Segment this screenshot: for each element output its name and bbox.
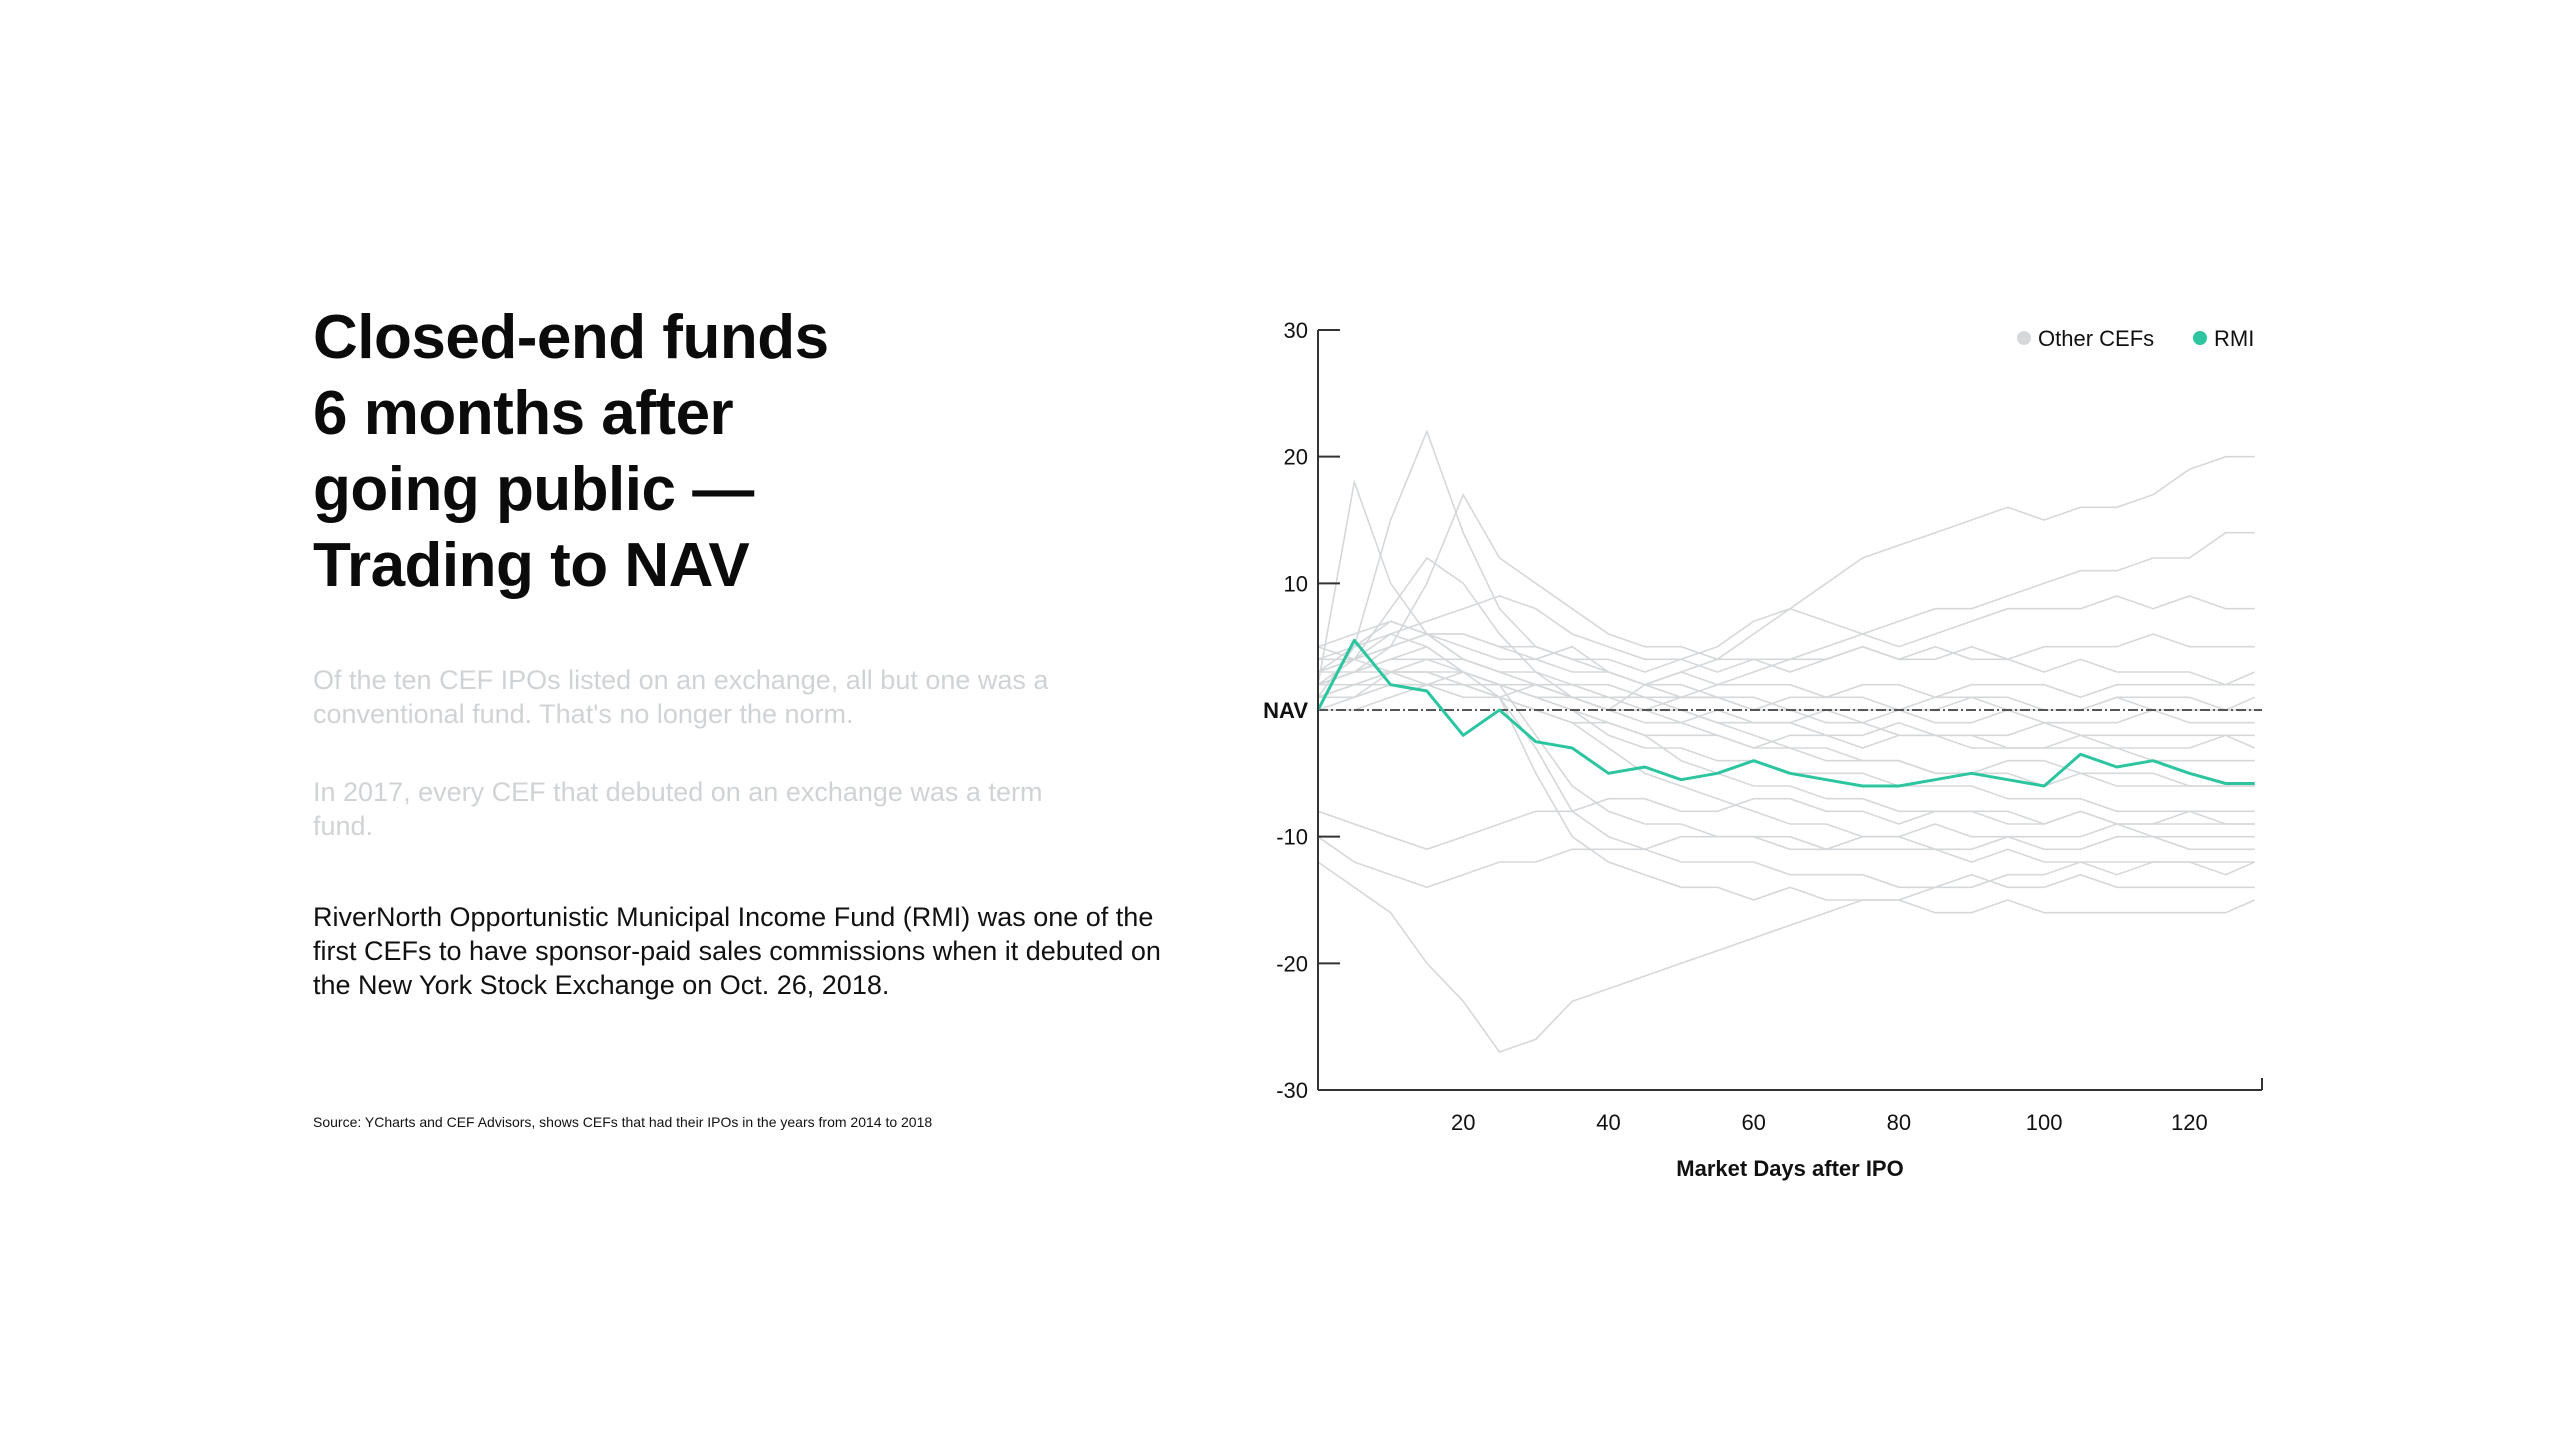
text-panel: Closed-end funds 6 months after going pu… [313,300,1173,1130]
x-axis: 20 40 60 80 100 120 [1318,1078,2263,1135]
x-tick-label: 60 [1741,1110,1765,1135]
y-axis: 30 20 10 NAV -10 -20 -30 [1263,318,1340,1103]
other-cef-series-line [1317,861,2256,1053]
other-cef-series-line [1317,671,2255,889]
legend-label-rmi: RMI [2214,326,2254,351]
legend-marker-other-cefs [2017,331,2031,345]
y-tick-label: 10 [1284,571,1308,596]
other-cef-series-line [1317,797,2255,851]
other-cef-series-line [1318,671,2255,825]
y-tick-label: 30 [1284,318,1308,343]
other-cef-series-line [1317,620,2255,762]
other-cef-lines [1317,429,2256,1053]
other-cef-series-line [1317,835,2255,889]
paragraph-rmi: RiverNorth Opportunistic Municipal Incom… [313,902,1161,1000]
y-tick-label: 20 [1284,445,1308,470]
title-line: 6 months after [313,379,734,448]
other-cef-series-line [1317,595,2255,661]
title-line: Trading to NAV [313,531,750,600]
title-line: Closed-end funds [313,303,829,372]
legend-label-other-cefs: Other CEFs [2038,326,2154,351]
other-cef-series-line [1318,645,2256,711]
paragraph-term-funds: In 2017, every CEF that debuted on an ex… [313,777,1043,841]
x-tick-label: 20 [1451,1110,1475,1135]
other-cef-series-line [1317,645,2256,914]
x-axis-title: Market Days after IPO [1676,1156,1903,1181]
title-line: going public — [313,455,754,524]
other-cef-series-line [1317,683,2256,749]
other-cef-series-line [1317,633,2255,699]
x-tick-label: 40 [1596,1110,1620,1135]
x-tick-label: 80 [1887,1110,1911,1135]
legend-marker-rmi [2193,331,2207,345]
other-cef-series-line [1317,620,2255,787]
source-note: Source: YCharts and CEF Advisors, shows … [313,1114,933,1130]
x-tick-label: 100 [2026,1110,2063,1135]
y-tick-label: NAV [1263,698,1308,723]
other-cef-series-line [1318,658,2255,737]
legend: Other CEFs RMI [2017,326,2254,351]
y-tick-label: -10 [1276,825,1308,850]
rmi-series-line [1316,638,2255,788]
other-cef-series-line [1318,683,2255,838]
rmi-line-group [1316,638,2255,788]
page-title: Closed-end funds 6 months after going pu… [313,300,1173,604]
x-tick-label: 120 [2171,1110,2208,1135]
other-cef-series-line [1318,671,2255,724]
paragraph-conventional-funds: Of the ten CEF IPOs listed on an exchang… [313,665,1049,729]
y-tick-label: -20 [1276,951,1308,976]
y-tick-label: -30 [1276,1078,1308,1103]
other-cef-series-line [1317,633,2255,673]
